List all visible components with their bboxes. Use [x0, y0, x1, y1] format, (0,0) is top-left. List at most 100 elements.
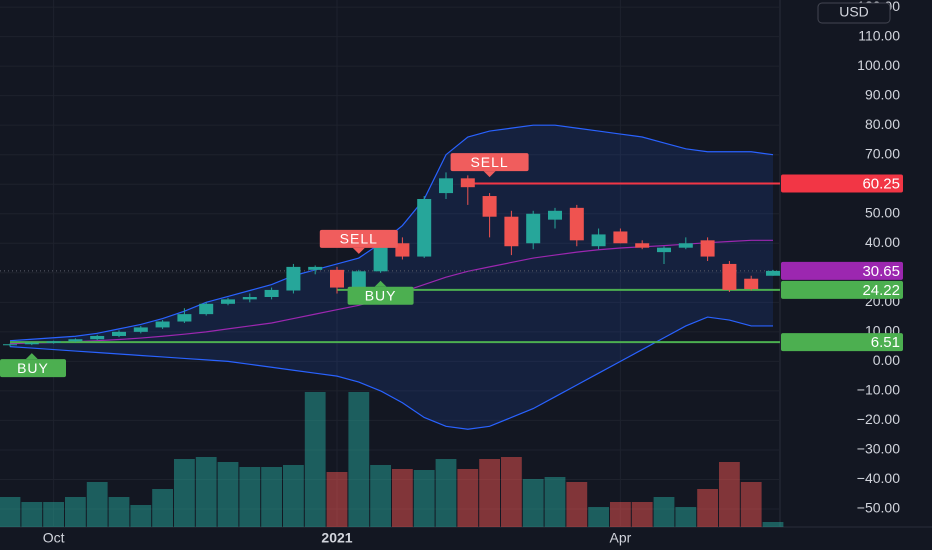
candle-body [744, 278, 759, 290]
y-tick-label: −10.00 [857, 382, 900, 398]
candle-body [439, 178, 453, 194]
volume-bar [501, 457, 522, 527]
volume-bar [283, 465, 304, 527]
volume-bar [675, 507, 697, 527]
y-tick-label: 40.00 [865, 234, 900, 250]
volume-bar [522, 479, 544, 527]
y-tick-label: 100.00 [857, 57, 900, 73]
candle-body [504, 216, 519, 247]
candle-body [548, 210, 562, 220]
y-tick-label: −40.00 [857, 470, 900, 486]
level-label: 30.65 [862, 263, 900, 280]
currency-button[interactable] [817, 2, 891, 24]
volume-bar [195, 457, 217, 527]
y-tick-label: −20.00 [857, 411, 900, 427]
candle-body [286, 266, 301, 291]
candle-body [460, 178, 475, 188]
volume-bar [108, 497, 130, 527]
candle-body [221, 299, 235, 304]
band-fill [10, 125, 773, 430]
y-tick-label: 0.00 [873, 352, 900, 368]
volume-bar [566, 482, 588, 527]
volume-bar [152, 489, 173, 527]
volume-bar [348, 392, 370, 527]
volume-bar [435, 459, 457, 527]
signal-label: BUY [17, 360, 49, 376]
volume-bar [261, 467, 282, 527]
candle-body [635, 243, 650, 248]
band-lower [9, 316, 773, 430]
y-tick-label: 90.00 [865, 86, 900, 102]
candle-body [526, 213, 541, 244]
candle-body [177, 314, 192, 322]
level-tag [781, 333, 903, 352]
candle-body [591, 234, 606, 247]
volume-bar [43, 502, 64, 527]
candle-body [264, 289, 279, 298]
candle-body [417, 198, 432, 257]
level-tag [781, 174, 903, 193]
volume-bar [21, 502, 43, 527]
candle-body [90, 335, 105, 340]
candle-body [482, 196, 497, 217]
volume-bar [719, 462, 740, 527]
candle-body [373, 243, 388, 272]
x-tick-label: Oct [43, 530, 65, 546]
candle-body [700, 240, 715, 257]
labels: −50.00−40.00−30.00−20.00−10.000.0010.002… [0, 0, 903, 546]
signal-pointer [374, 280, 387, 287]
volume-bar [304, 392, 326, 527]
volume-bar [370, 465, 391, 527]
candle-body [569, 207, 584, 241]
candles [3, 172, 780, 347]
x-tick-label: 2021 [321, 530, 352, 546]
candle-body [722, 263, 737, 290]
volume-bar [0, 497, 21, 527]
candle-body [613, 231, 628, 244]
level-tag [781, 261, 903, 280]
candle-body [46, 341, 61, 343]
volume-bar [457, 469, 479, 527]
volume-bar [631, 502, 653, 527]
signal-label: SELL [470, 154, 508, 170]
level-label: 60.25 [862, 175, 900, 192]
candle-body [112, 331, 126, 336]
signal-box [347, 286, 414, 305]
candle-body [155, 321, 170, 328]
volume-bar [86, 482, 108, 527]
volume-bar [762, 522, 784, 527]
level-label: 24.22 [862, 282, 900, 299]
volume-bar [740, 482, 762, 527]
y-tick-label: 70.00 [865, 145, 900, 161]
y-tick-label: 110.00 [858, 27, 900, 43]
currency[interactable]: USD [839, 4, 869, 20]
candle-body [199, 303, 214, 315]
candle-body [242, 297, 257, 300]
candle-body [133, 327, 148, 332]
signal-label: BUY [365, 288, 397, 304]
candle-body [330, 269, 344, 288]
volume-bar [413, 470, 435, 527]
volume-bar [544, 477, 566, 527]
candle-body [678, 243, 693, 248]
volume-bar [697, 489, 718, 527]
candle-body [395, 243, 410, 257]
signal-box [0, 359, 66, 378]
signal-pointer [483, 171, 496, 178]
candle-body [308, 266, 323, 270]
volume-bar [588, 507, 609, 527]
signal-label: SELL [340, 231, 378, 247]
volume-bar [239, 467, 261, 527]
level-tag [781, 280, 903, 299]
y-tick-label: −50.00 [857, 500, 900, 516]
volume-bar [326, 472, 348, 527]
volume-bar [217, 462, 239, 527]
volume [0, 392, 784, 527]
candle-body [24, 342, 39, 345]
volume-bar [610, 502, 631, 527]
level-label: 6.51 [871, 334, 900, 351]
candle-body [68, 339, 83, 342]
y-tick-label: −30.00 [857, 441, 900, 457]
volume-bar [479, 459, 500, 527]
